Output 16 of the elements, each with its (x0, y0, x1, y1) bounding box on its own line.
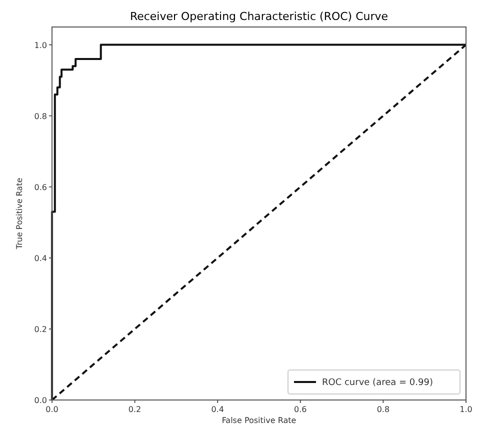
x-axis-title: False Positive Rate (222, 416, 296, 425)
x-tick-label: 0.8 (376, 405, 390, 414)
x-tick-label: 0.6 (294, 405, 307, 414)
y-tick-label: 1.0 (34, 40, 47, 50)
x-tick-label: 0.0 (46, 405, 58, 414)
y-tick-label: 0.0 (34, 396, 47, 405)
y-axis-title: True Positive Rate (15, 178, 24, 250)
legend-label: ROC curve (area = 0.99) (322, 378, 433, 388)
chart-title: Receiver Operating Characteristic (ROC) Curve (130, 10, 388, 23)
y-tick-label: 0.2 (34, 324, 47, 334)
x-tick-label: 0.4 (211, 405, 224, 414)
y-tick-label: 0.8 (34, 112, 47, 121)
x-tick-label: 1.0 (460, 405, 472, 414)
y-tick-label: 0.4 (34, 254, 47, 263)
x-tick-label: 0.2 (128, 405, 142, 414)
y-tick-label: 0.6 (34, 182, 47, 192)
